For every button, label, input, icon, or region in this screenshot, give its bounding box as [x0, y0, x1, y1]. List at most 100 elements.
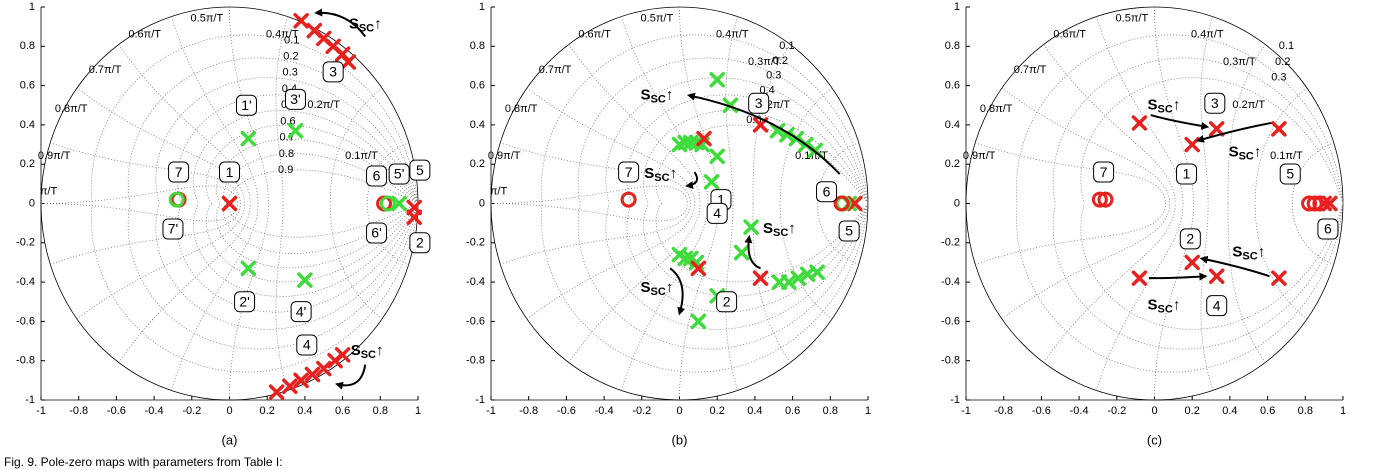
label-box — [366, 165, 388, 187]
arrow — [1199, 255, 1270, 278]
damping-label: 0.3 — [766, 70, 781, 82]
pole-marker — [847, 195, 863, 212]
point-label: 1 — [1183, 166, 1191, 182]
pole-stroke — [221, 195, 238, 212]
ssc-tail: ↑ — [788, 220, 796, 237]
y-tick-label: 0 — [954, 197, 960, 209]
y-tick-label: 0.2 — [20, 158, 35, 170]
y-tick-label: 0.6 — [945, 80, 960, 92]
damping-label: 0.3 — [1271, 72, 1286, 84]
x-tick-label: -0.6 — [1032, 405, 1051, 417]
y-tick-label: 0.6 — [20, 80, 35, 92]
ssc-tail: ↑ — [1173, 297, 1181, 314]
damping-line — [205, 203, 419, 283]
pole-stroke — [781, 274, 797, 290]
pole-stroke — [847, 195, 863, 212]
label-box — [168, 161, 190, 183]
y-tick-label: -0.4 — [16, 276, 35, 288]
ssc-main: S — [763, 220, 773, 237]
frequency-curve — [76, 203, 246, 320]
ssc-main: S — [640, 279, 650, 296]
pole-marker — [340, 54, 357, 70]
pole-stroke — [703, 174, 720, 190]
label-box — [284, 88, 306, 110]
point-label: 3 — [1211, 95, 1219, 111]
x-tick-label: -0.8 — [519, 405, 538, 417]
arrow — [1150, 114, 1210, 130]
frequency-curve — [1001, 87, 1171, 204]
x-tick-label: 0.2 — [1185, 405, 1200, 417]
pole-stroke — [1131, 270, 1148, 286]
pole-stroke — [769, 123, 786, 139]
point-label: 7' — [168, 221, 178, 237]
frequency-label: 0.3π/T — [1223, 56, 1256, 68]
ssc-tail: ↑ — [1173, 96, 1181, 113]
x-tick-label: 0.8 — [1298, 405, 1313, 417]
frequency-curve — [975, 203, 1167, 265]
point-label: 1' — [241, 97, 251, 113]
point-label: 6' — [371, 225, 381, 241]
x-tick-label: -0.4 — [145, 405, 164, 417]
frequency-curve — [526, 87, 696, 204]
pole-marker — [690, 260, 707, 277]
ssc-main: S — [1232, 244, 1242, 261]
damping-label: 0.2 — [1275, 56, 1290, 68]
y-tick-label: 0.8 — [945, 40, 960, 52]
label-box — [1279, 163, 1301, 185]
label-box — [366, 222, 388, 244]
ssc-sub: SC — [359, 23, 374, 35]
x-tick-label: 0.8 — [373, 405, 388, 417]
pole-marker — [240, 130, 257, 147]
y-tick-label: 0.8 — [470, 40, 485, 52]
pole-stroke — [316, 360, 332, 377]
frequency-curve — [568, 203, 701, 363]
ssc-main: S — [1148, 96, 1158, 113]
point-label: 2 — [416, 235, 424, 251]
pole-marker — [406, 209, 422, 226]
frequency-curve — [1227, 203, 1266, 363]
label-box — [322, 61, 344, 83]
ssc-annotation: SSC↑ — [1229, 143, 1262, 162]
zero-marker — [1301, 195, 1318, 212]
pole-stroke — [287, 123, 304, 139]
zero-marker — [168, 191, 185, 208]
ssc-main: S — [640, 86, 650, 103]
x-tick-label: -0.6 — [107, 405, 126, 417]
panel: -1 -0.8 -0.6 -0.4 -0.2 0 0.2 0.4 0.6 0.8 1 -1 -0.8 -0… — [16, 1, 431, 447]
frequency-label: 0.6π/T — [578, 28, 611, 40]
ssc-tail: ↑ — [376, 342, 384, 359]
x-tick-label: 0 — [1151, 405, 1157, 417]
frequency-curve — [620, 16, 709, 204]
point-label: 4' — [296, 303, 306, 319]
y-tick-label: -0.2 — [466, 237, 485, 249]
label-box — [290, 301, 312, 323]
subcaption: (b) — [672, 432, 688, 447]
ssc-sub: SC — [1239, 150, 1254, 162]
pole-marker — [282, 378, 298, 394]
y-tick-label: -0.8 — [941, 355, 960, 367]
pole-stroke — [733, 244, 750, 261]
point-label: 1 — [226, 164, 234, 180]
y-tick-label: 0 — [29, 197, 35, 209]
x-tick-label: -1 — [36, 405, 46, 417]
damping-label: 0.8 — [279, 148, 294, 160]
point-label: 4 — [303, 337, 311, 353]
frequency-label: 0.1π/T — [345, 150, 378, 162]
point-label: 4 — [1213, 297, 1221, 313]
x-tick-label: 0.2 — [710, 405, 725, 417]
pole-marker — [769, 123, 786, 139]
point-label: 6 — [373, 168, 381, 184]
frequency-label: 0.9π/T — [963, 150, 996, 162]
frequency-curve — [118, 203, 251, 363]
ssc-tail: ↑ — [1258, 244, 1266, 261]
pole-stroke — [1208, 268, 1225, 284]
label-box — [296, 334, 318, 356]
frequency-label: 0.8π/T — [55, 103, 88, 115]
pole-marker — [268, 384, 285, 400]
x-tick-label: -0.8 — [994, 405, 1013, 417]
frequency-curve — [40, 185, 238, 204]
frequency-curve — [779, 87, 833, 204]
arrow — [335, 364, 367, 390]
x-tick-label: -0.2 — [182, 405, 201, 417]
y-tick-label: -0.4 — [466, 276, 485, 288]
